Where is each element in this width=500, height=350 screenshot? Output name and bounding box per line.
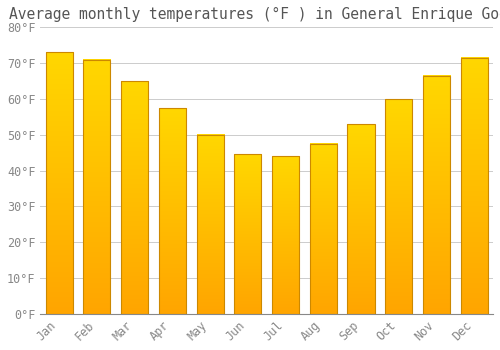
Bar [84, 60, 110, 314]
Title: Average monthly temperatures (°F ) in General Enrique Godoy: Average monthly temperatures (°F ) in Ge… [8, 7, 500, 22]
Bar [234, 154, 262, 314]
Bar [159, 108, 186, 314]
Bar [272, 156, 299, 314]
Bar [460, 58, 488, 314]
Bar [348, 124, 374, 314]
Bar [310, 144, 337, 314]
Bar [46, 52, 73, 314]
Bar [423, 76, 450, 314]
Bar [196, 135, 224, 314]
Bar [121, 81, 148, 314]
Bar [385, 99, 412, 314]
